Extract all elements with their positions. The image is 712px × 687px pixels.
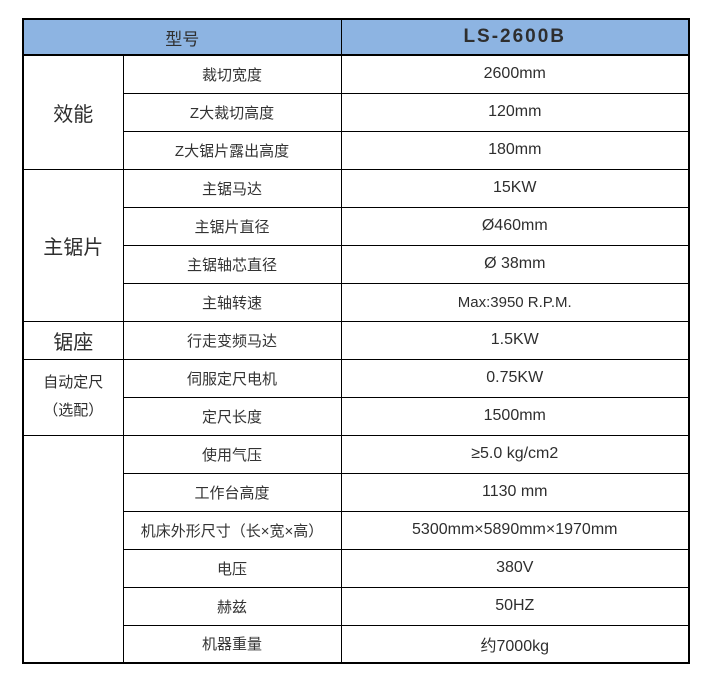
spec-name-cell: Z大锯片露出高度 [122,130,342,170]
spec-name-cell: 机床外形尺寸（长×宽×高） [122,510,342,550]
spec-name-cell: 裁切宽度 [122,54,342,94]
spec-name-cell: 伺服定尺电机 [122,358,342,398]
spec-value-cell: Max:3950 R.P.M. [340,282,690,322]
spec-name-cell: 赫兹 [122,586,342,626]
table-row: 工作台高度 1130 mm [23,472,690,512]
table-row: 主锯片 主锯马达 15KW [22,168,690,322]
spec-name-cell: 使用气压 [122,434,342,474]
table-row: 主锯轴芯直径 Ø 38mm [23,244,690,284]
group-label-line2: （选配） [43,402,104,419]
spec-value-cell: 5300mm×5890mm×1970mm [340,510,690,550]
spec-name-cell: 电压 [122,548,342,588]
spec-value-cell: 1500mm [340,396,690,436]
table-row: 定尺长度 1500mm [23,396,690,436]
spec-value-cell: 380V [340,548,690,588]
spec-value-cell: 约7000kg [340,624,690,664]
spec-name-cell: 机器重量 [122,624,342,664]
spec-table: 型号 LS-2600B 效能 裁切宽度 2600mm Z大裁切高度 120mm … [22,18,690,664]
spec-value-cell: 1.5KW [340,320,690,360]
spec-name-cell: 主锯马达 [122,168,342,208]
table-row: 主轴转速 Max:3950 R.P.M. [23,282,690,322]
table-row: Z大锯片露出高度 180mm [23,130,690,170]
table-row: Z大裁切高度 120mm [23,92,690,132]
spec-value-cell: 0.75KW [340,358,690,398]
table-row: 锯座 行走变频马达 1.5KW [22,320,690,360]
spec-name-cell: 工作台高度 [122,472,342,512]
group-cell-saw-base: 锯座 [22,320,124,360]
table-row: 使用气压 ≥5.0 kg/cm2 [22,434,690,664]
table-row: 自动定尺 （选配） 伺服定尺电机 0.75KW [22,358,690,436]
spec-value-cell: 180mm [340,130,690,170]
spec-value-cell: 50HZ [340,586,690,626]
table-row: 机器重量 约7000kg [23,624,690,664]
spec-name-cell: 主轴转速 [122,282,342,322]
spec-name-cell: 定尺长度 [122,396,342,436]
header-model-label-cell: 型号 [22,18,342,56]
spec-name-cell: 主锯轴芯直径 [122,244,342,284]
group-label-line1: 自动定尺 [43,373,104,391]
group-cell-performance: 效能 [22,54,124,170]
spec-name-cell: 主锯片直径 [122,206,342,246]
spec-name-cell: Z大裁切高度 [122,92,342,132]
spec-name-cell: 行走变频马达 [122,320,342,360]
spec-value-cell: 15KW [340,168,690,208]
spec-value-cell: ≥5.0 kg/cm2 [340,434,690,474]
table-row: 机床外形尺寸（长×宽×高） 5300mm×5890mm×1970mm [23,510,690,550]
table-row: 主锯片直径 Ø460mm [23,206,690,246]
table-row: 赫兹 50HZ [23,586,690,626]
spec-value-cell: Ø 38mm [340,244,690,284]
spec-value-cell: 2600mm [340,54,690,94]
table-header-row: 型号 LS-2600B [22,18,690,56]
group-cell-auto-sizing: 自动定尺 （选配） [22,358,124,436]
spec-value-cell: 120mm [340,92,690,132]
group-cell-main-blade: 主锯片 [22,168,124,322]
spec-value-cell: 1130 mm [340,472,690,512]
table-row: 电压 380V [23,548,690,588]
table-row: 效能 裁切宽度 2600mm [22,54,690,170]
spec-value-cell: Ø460mm [340,206,690,246]
group-cell-general [22,434,124,664]
header-model-value-cell: LS-2600B [340,18,690,56]
